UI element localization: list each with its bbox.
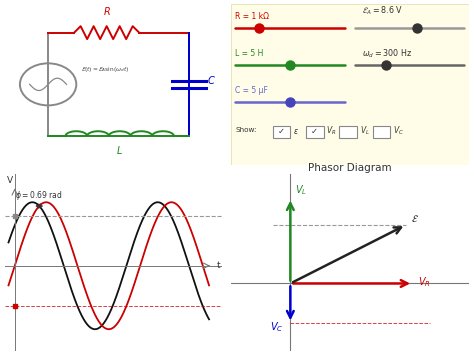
Text: C: C (208, 76, 214, 86)
Text: t: t (217, 261, 220, 270)
Text: R = 1 kΩ: R = 1 kΩ (236, 12, 270, 21)
Text: $\phi = 0.69$ rad: $\phi = 0.69$ rad (15, 190, 63, 202)
Text: $V_R$: $V_R$ (326, 125, 337, 137)
Text: ✓: ✓ (278, 127, 285, 136)
FancyBboxPatch shape (339, 126, 357, 137)
Text: $V_C$: $V_C$ (270, 320, 283, 334)
FancyBboxPatch shape (306, 126, 324, 137)
Text: R: R (103, 7, 110, 17)
Text: V: V (7, 176, 13, 185)
Text: $V_L$: $V_L$ (295, 183, 308, 197)
Text: $\omega_d = 300$ Hz: $\omega_d = 300$ Hz (362, 47, 412, 60)
FancyBboxPatch shape (231, 4, 469, 165)
Text: $V_L$: $V_L$ (359, 125, 369, 137)
FancyBboxPatch shape (373, 126, 390, 137)
Text: L: L (117, 146, 122, 156)
Text: $\varepsilon$: $\varepsilon$ (293, 127, 299, 136)
Text: $V_C$: $V_C$ (393, 125, 404, 137)
Text: Phasor Diagram: Phasor Diagram (308, 163, 392, 173)
Text: C = 5 μF: C = 5 μF (236, 86, 268, 95)
Text: $\mathcal{E}$: $\mathcal{E}$ (411, 213, 419, 224)
Text: ✓: ✓ (311, 127, 318, 136)
Text: L = 5 H: L = 5 H (236, 49, 264, 58)
FancyBboxPatch shape (273, 126, 290, 137)
Text: Show:: Show: (236, 127, 257, 133)
Text: $\mathcal{E}(t) = \mathcal{E}_A \sin(\omega_d t)$: $\mathcal{E}(t) = \mathcal{E}_A \sin(\om… (81, 65, 129, 75)
Text: $\mathcal{E}_A = 8.6$ V: $\mathcal{E}_A = 8.6$ V (362, 4, 403, 17)
Text: $V_R$: $V_R$ (418, 275, 431, 289)
